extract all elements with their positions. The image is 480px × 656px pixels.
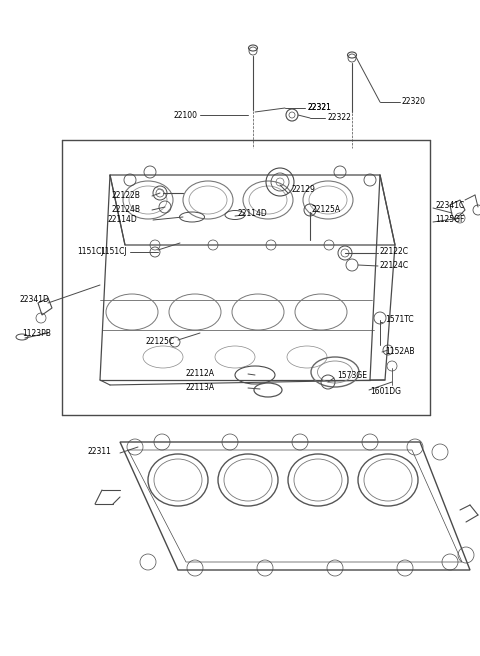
Text: 1571TC: 1571TC xyxy=(385,316,414,325)
Text: 22341D: 22341D xyxy=(20,295,50,304)
Text: 22114D: 22114D xyxy=(108,216,138,224)
Text: 22322: 22322 xyxy=(327,113,351,123)
Text: 1151CJ: 1151CJ xyxy=(100,247,127,255)
Text: 1152AB: 1152AB xyxy=(385,348,415,356)
Text: 22311: 22311 xyxy=(88,447,112,457)
Text: 1573GE: 1573GE xyxy=(337,371,367,380)
Text: 1123PB: 1123PB xyxy=(22,329,51,337)
Text: 22124B: 22124B xyxy=(112,205,141,215)
Text: 22129: 22129 xyxy=(292,186,316,194)
Text: 22122C: 22122C xyxy=(380,247,409,256)
Text: 22100: 22100 xyxy=(174,110,198,119)
Text: 22125A: 22125A xyxy=(312,205,341,215)
Text: 22122B: 22122B xyxy=(112,192,141,201)
Text: 1125GF: 1125GF xyxy=(435,216,464,224)
Text: 22321: 22321 xyxy=(307,104,331,112)
Text: 22341C: 22341C xyxy=(435,201,464,209)
Text: 22113A: 22113A xyxy=(185,384,214,392)
Text: 22321: 22321 xyxy=(307,104,331,112)
Text: 22124C: 22124C xyxy=(380,262,409,270)
Text: 1601DG: 1601DG xyxy=(370,388,401,396)
Text: 1151CJ: 1151CJ xyxy=(77,247,104,256)
Text: 22320: 22320 xyxy=(402,98,426,106)
Text: 22125C: 22125C xyxy=(145,337,174,346)
Text: 22112A: 22112A xyxy=(185,369,214,377)
Text: 22114D: 22114D xyxy=(237,209,267,218)
